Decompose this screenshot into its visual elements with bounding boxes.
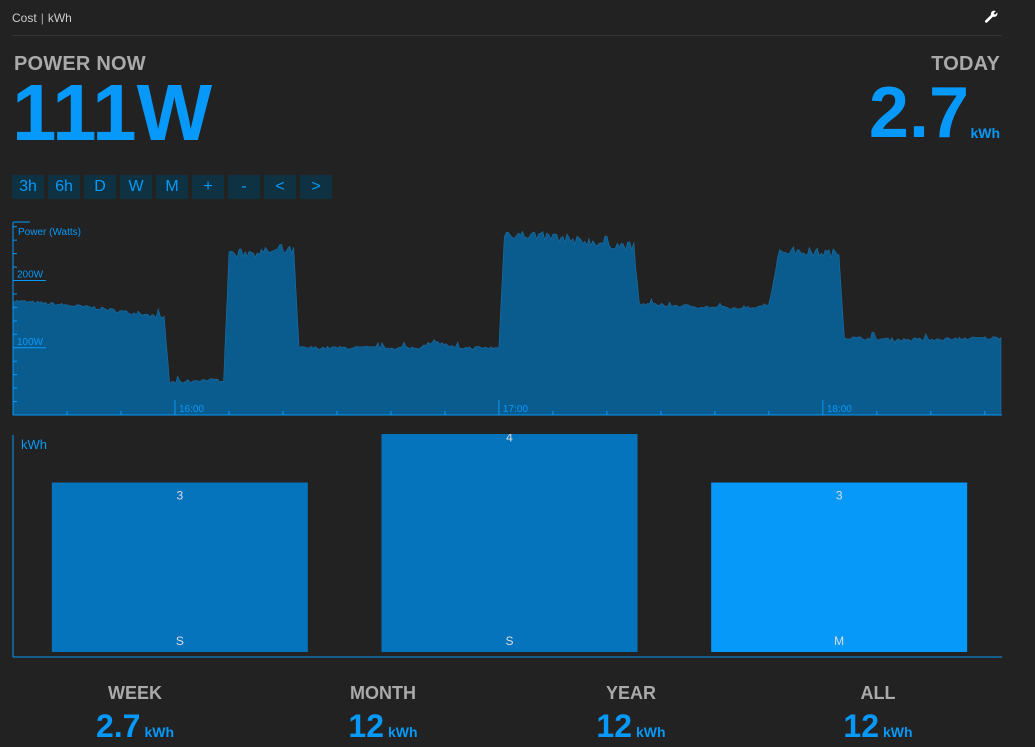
stat-month-value: 12: [348, 708, 385, 744]
range-day-button[interactable]: D: [84, 175, 116, 199]
stat-month-unit: kWh: [388, 724, 418, 740]
range-3h-button[interactable]: 3h: [12, 175, 44, 199]
today-label: TODAY: [931, 53, 1000, 75]
range-month-button[interactable]: M: [156, 175, 188, 199]
stat-week: WEEK 2.7 kWh: [35, 683, 235, 745]
zoom-in-button[interactable]: +: [192, 175, 224, 199]
range-week-button[interactable]: W: [120, 175, 152, 199]
pan-right-button[interactable]: >: [300, 175, 332, 199]
kwh-link[interactable]: kWh: [47, 11, 72, 25]
bar: [711, 482, 968, 652]
stat-year-value: 12: [596, 708, 633, 744]
stat-week-unit: kWh: [144, 724, 175, 740]
x-tick-label: 18:00: [827, 404, 852, 415]
stat-week-label: WEEK: [108, 683, 162, 703]
stat-year: YEAR 12 kWh: [531, 683, 731, 745]
stat-all-unit: kWh: [883, 724, 913, 740]
daily-kwh-bar-chart[interactable]: kWh 3 S 4 S 3 M: [12, 434, 1002, 660]
bar-category-label: S: [505, 634, 513, 648]
stat-week-value: 2.7: [95, 708, 141, 744]
x-tick-label: 16:00: [179, 404, 204, 415]
cost-link[interactable]: Cost: [12, 11, 37, 25]
stat-all-label: ALL: [860, 683, 896, 703]
x-tick-label: 17:00: [503, 404, 528, 415]
stat-all-value: 12: [843, 708, 880, 744]
bar-value-label: 3: [836, 489, 843, 503]
bar-category-label: S: [176, 634, 184, 648]
range-6h-button[interactable]: 6h: [48, 175, 80, 199]
stat-all: ALL 12 kWh: [778, 683, 978, 745]
pan-left-button[interactable]: <: [264, 175, 296, 199]
today-value: 2.7: [868, 73, 969, 153]
zoom-out-button[interactable]: -: [228, 175, 260, 199]
bar: [51, 482, 308, 652]
y-tick-label: 100W: [17, 337, 44, 348]
bar-category-label: M: [834, 634, 844, 648]
power-now-label: POWER NOW: [14, 53, 146, 75]
stat-month: MONTH 12 kWh: [283, 683, 483, 745]
today-unit: kWh: [970, 125, 1000, 141]
y-axis-label: Power (Watts): [18, 227, 81, 238]
stat-month-label: MONTH: [350, 683, 416, 703]
wrench-icon[interactable]: [984, 10, 998, 24]
link-separator: |: [40, 11, 44, 25]
top-bar: Cost | kWh: [12, 0, 1002, 36]
stat-year-label: YEAR: [605, 683, 656, 703]
range-buttons: 3h 6h D W M + - < >: [12, 175, 332, 199]
power-now-value: 111W: [12, 68, 213, 157]
y-tick-label: 200W: [17, 270, 44, 281]
stat-year-unit: kWh: [636, 724, 666, 740]
bar-value-label: 4: [506, 434, 513, 444]
bar: [381, 434, 638, 652]
view-links: Cost | kWh: [12, 11, 72, 25]
power-graph[interactable]: Power (Watts) 100W 200W 16:00 17:00 18:00: [12, 220, 1002, 420]
bar-value-label: 3: [176, 489, 183, 503]
bar-y-axis-label: kWh: [21, 437, 47, 452]
power-area: [12, 230, 1002, 416]
